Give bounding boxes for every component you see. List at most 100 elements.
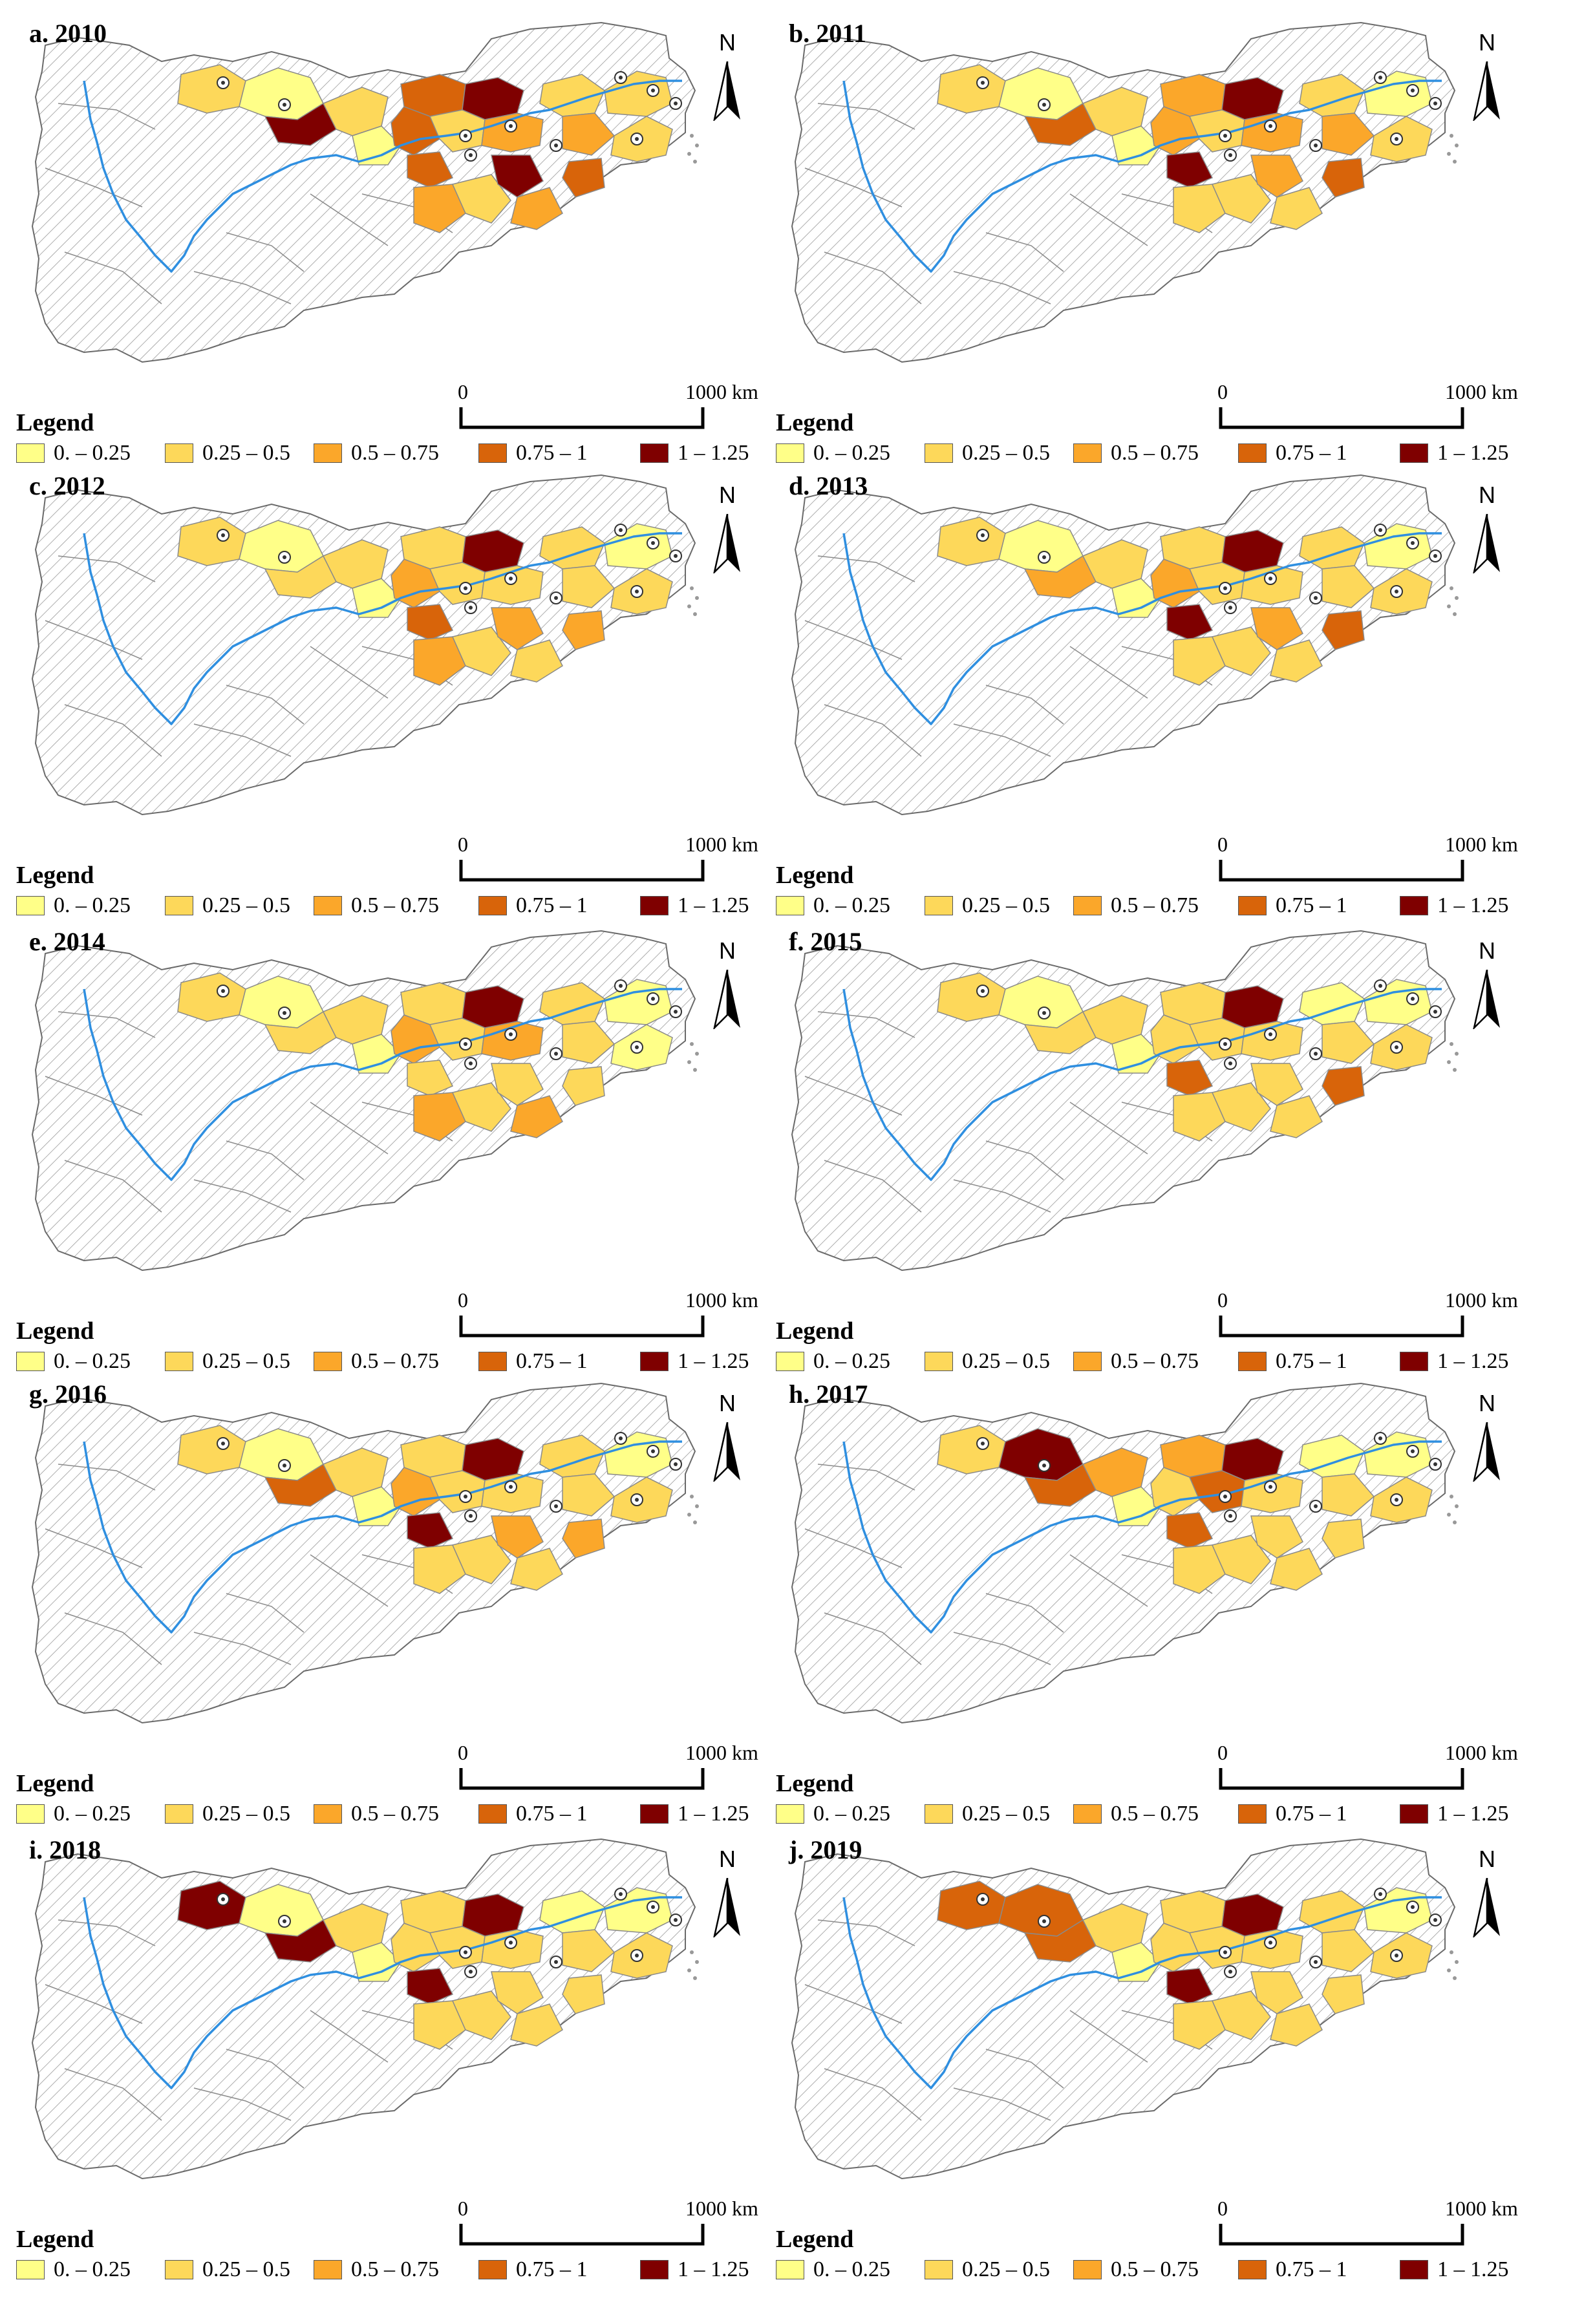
panel-title: j. 2019 xyxy=(789,1835,862,1864)
city-marker-dot xyxy=(469,606,473,610)
yangtze-river xyxy=(842,80,1442,273)
legend-title: Legend xyxy=(16,862,94,889)
legend-label: 1 – 1.25 xyxy=(678,893,749,918)
region-mid-6 xyxy=(1166,604,1214,641)
city-marker-dot xyxy=(469,1514,473,1518)
city-marker-dot xyxy=(1395,1954,1398,1957)
coastal-island xyxy=(690,134,694,138)
choropleth-map xyxy=(791,21,1459,363)
province-boundary xyxy=(985,685,1064,725)
region-east-3 xyxy=(562,565,615,608)
coastal-island xyxy=(695,1504,699,1508)
coastal-island xyxy=(693,160,697,164)
legend-item: 0.75 – 1 xyxy=(478,440,588,465)
legend-item: 1 – 1.25 xyxy=(640,1348,749,1374)
city-marker-dot xyxy=(221,989,225,993)
region-south-1 xyxy=(413,184,466,233)
legend-label: 0.5 – 0.75 xyxy=(351,1802,439,1826)
study-area-outline xyxy=(791,474,1456,816)
legend-item: 0.5 – 0.75 xyxy=(314,1348,439,1374)
legend-label: 1 – 1.25 xyxy=(678,1802,749,1826)
province-boundary xyxy=(824,1160,922,1213)
region-east-5 xyxy=(1322,1066,1365,1106)
region-south-4 xyxy=(1270,639,1323,683)
legend-item: 0.5 – 0.75 xyxy=(314,440,439,465)
city-marker-dot xyxy=(221,533,225,537)
region-east-5 xyxy=(562,1974,605,2014)
city-marker-dot xyxy=(1433,1462,1437,1466)
study-area-outline xyxy=(791,1382,1456,1724)
legend-item: 0.25 – 0.5 xyxy=(925,1348,1050,1374)
province-boundary xyxy=(64,1160,162,1213)
panel-title: c. 2012 xyxy=(29,471,105,500)
region-mid-6 xyxy=(407,604,454,641)
map-panel-10: j. 2019 N 0 1000 km Legend 0. – 0.25 0.25… xyxy=(760,1817,1526,2281)
legend-item: 1 – 1.25 xyxy=(1400,1348,1509,1374)
north-arrow-icon xyxy=(713,514,740,573)
city-marker-dot xyxy=(221,1897,225,1901)
panel-title: g. 2016 xyxy=(29,1380,107,1409)
city-marker-dot xyxy=(554,1504,558,1508)
city-marker-dot xyxy=(674,1462,678,1466)
legend-swatch xyxy=(1073,896,1102,916)
choropleth-map xyxy=(31,474,699,816)
yangtze-river xyxy=(842,532,1442,725)
legend-swatch xyxy=(1073,1804,1102,1824)
province-boundary xyxy=(804,167,903,208)
legend-swatch xyxy=(314,896,342,916)
legend-label: 0. – 0.25 xyxy=(54,2257,131,2282)
city-marker-dot xyxy=(283,103,286,107)
panel-title: a. 2010 xyxy=(29,19,107,48)
legend-label: 0.25 – 0.5 xyxy=(202,441,290,465)
legend-item: 0.5 – 0.75 xyxy=(1073,892,1199,918)
coastal-island xyxy=(1450,134,1453,138)
scale-end: 1000 km xyxy=(1445,1741,1518,1764)
city-marker-dot xyxy=(1223,586,1227,590)
coastal-island xyxy=(1447,1513,1451,1517)
north-arrow: N xyxy=(1468,482,1506,579)
legend-swatch xyxy=(16,2260,45,2280)
legend-label: 0.75 – 1 xyxy=(516,441,588,465)
legend-label: 0. – 0.25 xyxy=(813,893,890,918)
region-mid-6 xyxy=(407,151,454,188)
coastal-island xyxy=(687,604,691,608)
study-area-outline xyxy=(31,1838,696,2180)
region-south-3 xyxy=(1250,1971,1303,2014)
north-arrow-icon xyxy=(713,970,740,1029)
legend-item: 1 – 1.25 xyxy=(640,2256,749,2282)
legend-label: 0.75 – 1 xyxy=(1276,441,1347,465)
north-label: N xyxy=(719,482,736,508)
province-boundary xyxy=(45,620,143,660)
coastal-island xyxy=(695,1052,699,1056)
scale-bar-line xyxy=(459,407,705,429)
city-marker-dot xyxy=(1314,144,1318,147)
legend-label: 0.5 – 0.75 xyxy=(1111,1349,1199,1374)
city-marker-dot xyxy=(1411,1449,1415,1453)
province-boundary xyxy=(953,271,1051,304)
region-sw-5 xyxy=(1111,1486,1161,1526)
legend-title: Legend xyxy=(16,409,94,436)
province-boundary xyxy=(310,1554,389,1607)
legend-item: 1 – 1.25 xyxy=(1400,2256,1509,2282)
legend-swatch xyxy=(16,1804,45,1824)
legend-item: 0. – 0.25 xyxy=(776,1800,890,1826)
choropleth-map xyxy=(791,930,1459,1272)
coastal-island xyxy=(687,1513,691,1517)
province-boundary xyxy=(193,2087,292,2121)
city-marker-dot xyxy=(635,1498,639,1502)
legend-swatch xyxy=(314,2260,342,2280)
coastal-island xyxy=(690,1950,694,1954)
legend-swatch xyxy=(1400,443,1428,464)
region-mid-5 xyxy=(481,1929,544,1969)
legend-label: 0.5 – 0.75 xyxy=(351,441,439,465)
province-boundary xyxy=(804,1076,903,1116)
north-arrow: N xyxy=(1468,1390,1506,1487)
scale-start: 0 xyxy=(1217,380,1228,403)
scale-start: 0 xyxy=(458,1741,468,1764)
region-south-3 xyxy=(491,155,544,198)
city-marker-dot xyxy=(1228,1514,1232,1518)
province-boundary xyxy=(310,646,389,699)
province-boundary xyxy=(1069,646,1148,699)
yangtze-river xyxy=(83,80,682,273)
map-panel-5: e. 2014 N 0 1000 km Legend 0. – 0.25 0.25… xyxy=(0,908,766,1373)
